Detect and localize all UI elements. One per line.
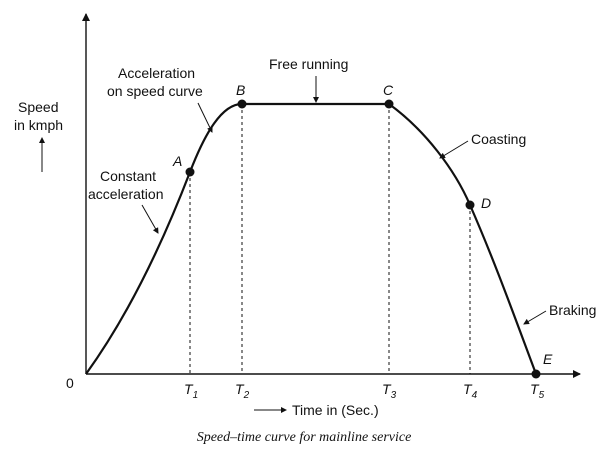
- acceleration-on-speed-curve-pointer: [197, 102, 213, 133]
- point-d-label: D: [481, 195, 491, 211]
- acceleration-on-speed-curve-label-line2: on speed curve: [107, 83, 203, 99]
- tick-label-t2: T2: [235, 381, 250, 401]
- point-e-label: E: [543, 351, 553, 367]
- point-c-label: C: [383, 82, 394, 98]
- coasting-pointer: [439, 140, 469, 159]
- point-e-marker: [531, 369, 541, 379]
- tick-label-t1: T1: [184, 381, 198, 401]
- constant-acceleration-pointer: [141, 204, 159, 234]
- tick-label-t5: T5: [530, 381, 545, 401]
- acceleration-on-speed-curve-label-line1: Acceleration: [118, 65, 195, 81]
- svg-text:T4: T4: [463, 381, 478, 401]
- coasting-label: Coasting: [471, 131, 526, 147]
- speed-time-curve: [85, 102, 538, 375]
- figure-caption: Speed–time curve for mainline service: [197, 430, 412, 445]
- free-running-label: Free running: [269, 56, 348, 72]
- svg-text:T3: T3: [382, 381, 397, 401]
- tick-label-t3: T3: [382, 381, 397, 401]
- point-c-marker: [384, 99, 394, 109]
- y-axis-label-line1: Speed: [18, 99, 58, 115]
- constant-acceleration-label-line2: acceleration: [88, 186, 164, 202]
- origin-label: 0: [66, 375, 74, 391]
- braking-label: Braking: [549, 302, 596, 318]
- y-axis-label-line2: in kmph: [14, 117, 63, 133]
- point-a-label: A: [172, 153, 182, 169]
- braking-pointer: [523, 310, 547, 325]
- point-d-marker: [465, 200, 475, 210]
- svg-text:T1: T1: [184, 381, 198, 401]
- x-axis-label: Time in (Sec.): [292, 402, 379, 418]
- tick-label-t4: T4: [463, 381, 478, 401]
- constant-acceleration-label-line1: Constant: [100, 168, 156, 184]
- point-b-label: B: [236, 82, 245, 98]
- point-b-marker: [237, 99, 247, 109]
- point-a-marker: [185, 167, 195, 177]
- svg-text:T2: T2: [235, 381, 250, 401]
- svg-text:T5: T5: [530, 381, 545, 401]
